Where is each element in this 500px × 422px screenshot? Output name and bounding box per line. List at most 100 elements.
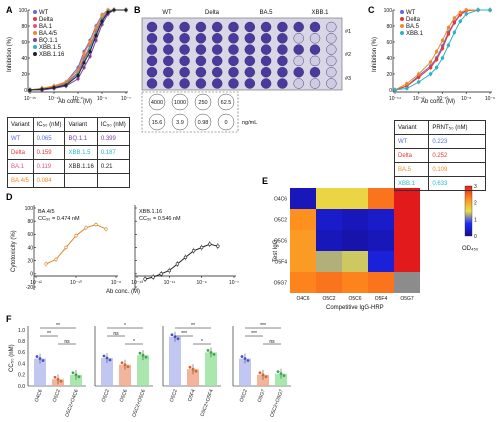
colorbar-tick-label: 0 [474,234,477,240]
plate-well [277,66,288,78]
heatmap-cell [394,251,420,272]
plate-well [260,44,272,55]
data-point [94,26,98,30]
heatmap-col-label: O5C6 [348,296,361,302]
plate-well [277,21,288,33]
heatmap-cell [290,272,316,293]
table-cell: 0.633 [428,176,486,191]
bar [187,369,199,386]
concentration-label: 1000 [174,100,186,106]
heatmap-cell [342,209,368,230]
heatmap-cell [316,251,342,272]
plate-well [228,55,239,67]
series-line [394,9,490,91]
table-cell: WT [393,134,430,149]
data-point [41,359,45,362]
concentration-label: 0 [224,120,227,126]
heatmap-cell [316,272,342,293]
x-tick-label: 10⁻¹² [30,280,42,286]
plate-well [228,78,239,89]
heatmap-cell [290,251,316,272]
concentration-well [217,93,235,111]
table-header-cell: PRNT₅₀ (nM) [428,120,486,135]
y-tick-label: 0.8 [18,339,25,345]
plate-well [146,66,158,78]
data-point [282,374,286,378]
data-point [261,373,265,377]
table-cell [96,173,130,188]
heatmap-cell [342,230,368,251]
panel-a-ylabel: Inhibition (%) [7,37,13,72]
x-tick-label: 10⁻¹³ [48,96,60,102]
plate-well [277,33,288,44]
x-tick-label: 10⁻⁸ [111,280,121,286]
data-point [191,367,195,371]
panel-b-plates: WT Delta BA.5 XBB.1 #1 #2 #3 4000 1000 250… [141,10,351,133]
data-point [141,353,145,357]
heatmap-cell [368,251,394,272]
table-cell: BA.5 [393,162,430,177]
plate-well [293,21,304,33]
data-point [82,65,86,70]
data-point [191,249,196,253]
y-tick-label: 100 [25,206,34,212]
x-tick-label: 10⁻¹⁵ [24,96,36,102]
plate-label-xbb1: XBB.1 [311,10,329,16]
data-point [216,244,220,248]
heatmap-cell [316,230,342,251]
concentration-label: 250 [198,100,207,106]
y-tick-label: 0.2 [18,373,25,379]
significance-label: *** [181,331,187,337]
table-cell: XBB.1.5 [64,145,98,160]
data-point [393,88,397,92]
plate-well [179,66,190,78]
plate-row-3: #3 [345,76,351,82]
data-point [44,262,48,266]
y-tick-label: 20 [27,258,33,264]
y-tick-label: 100 [384,8,393,14]
plate-well [195,44,207,55]
data-point [28,88,32,92]
table-cell: XBB.1.16 [64,159,98,174]
data-point [264,375,268,379]
plate-well [309,55,321,67]
plate-row-2: #2 [345,52,351,58]
panel-a-curves [28,7,128,93]
significance-label: ns [64,339,70,345]
plate-well [309,66,321,78]
plate-well [163,55,174,67]
plate-well [326,66,337,78]
y-tick-label: 40 [386,56,392,62]
plate-wells [146,21,337,89]
plate-label-wt: WT [162,10,172,16]
plate-well [293,33,304,44]
data-point [206,349,210,352]
plate-well [179,21,190,33]
plate-well [179,44,190,55]
data-point [434,57,439,62]
data-point [212,353,216,356]
plate-well [179,78,190,89]
data-point [105,356,109,360]
table-cell: 0.21 [96,159,130,174]
table-header-cell: IC₅₀ (nM) [32,117,66,132]
plate-well [211,44,223,55]
significance-label: * [133,339,135,345]
heatmap-row-label: O5F4 [274,260,287,266]
data-point [100,13,104,18]
plate-well [146,44,158,55]
category-label: O5C2+O5G7 [269,388,285,418]
plate-well [179,55,190,67]
plate-well [163,44,174,55]
table-header-cell: Variant [64,117,98,132]
data-point [54,257,58,261]
data-point [173,335,177,339]
y-tick-label: 60 [386,40,392,46]
plate-well [326,33,337,44]
panel-d-left-title: BA.4/5 [38,209,55,215]
plate-well [195,33,207,44]
data-point [276,370,280,374]
y-tick-label: 80 [27,219,33,225]
data-point [452,30,457,35]
category-label: O5C2 [239,388,249,403]
